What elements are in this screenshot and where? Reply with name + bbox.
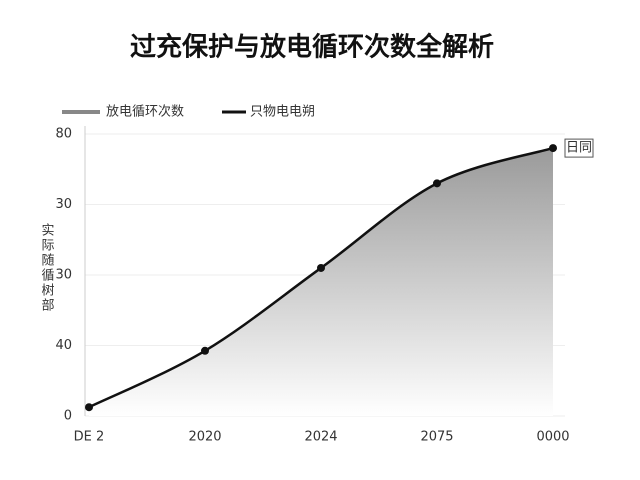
y-tick-label: 40 bbox=[55, 338, 72, 353]
y-tick-label: 0 bbox=[64, 409, 72, 424]
point bbox=[85, 403, 93, 412]
point bbox=[201, 346, 209, 355]
annotation: 日同 bbox=[566, 141, 592, 156]
point bbox=[317, 263, 325, 272]
x-tick-label: 2024 bbox=[304, 430, 337, 445]
legend-label: 只物电电朔 bbox=[250, 105, 315, 120]
y-tick-label: 30 bbox=[55, 197, 72, 212]
x-tick-label: 2020 bbox=[188, 430, 221, 445]
y-tick-label: 30 bbox=[55, 268, 72, 283]
x-tick-label: 0000 bbox=[536, 430, 569, 445]
x-tick-label: 2075 bbox=[420, 430, 453, 445]
x-tick-label: DE 2 bbox=[74, 430, 105, 445]
chart-title: 过充保护与放电循环次数全解析 bbox=[130, 32, 494, 63]
y-tick-label: 80 bbox=[55, 127, 72, 142]
annotation-box bbox=[564, 138, 594, 158]
legend-label: 放电循环次数 bbox=[106, 104, 184, 120]
area bbox=[89, 148, 553, 416]
point bbox=[549, 144, 557, 153]
y-axis-label: 实际随循树部 bbox=[39, 223, 55, 313]
point bbox=[433, 179, 441, 188]
